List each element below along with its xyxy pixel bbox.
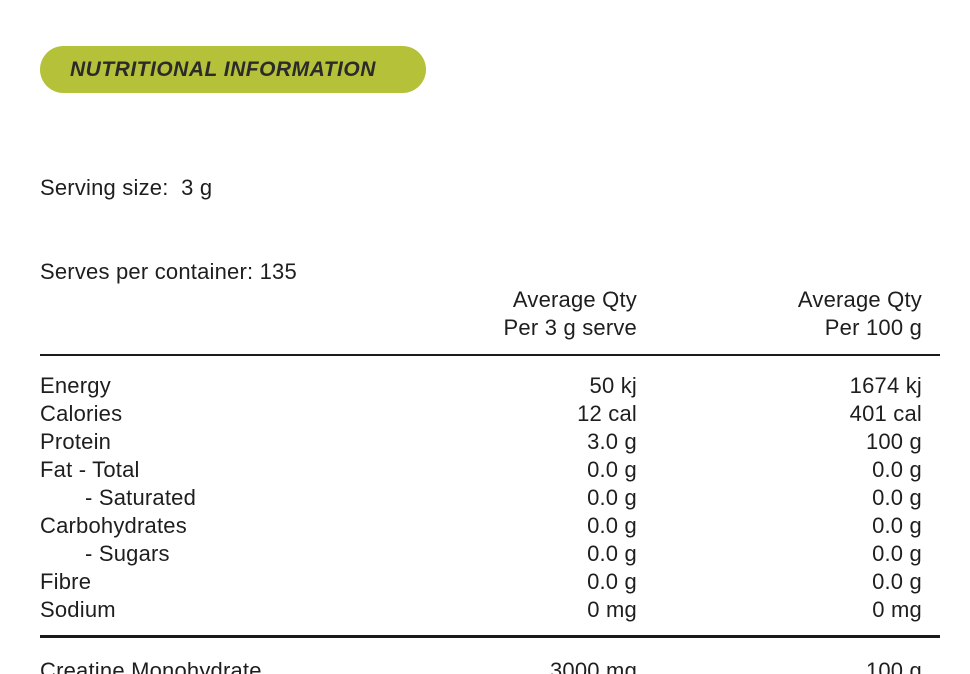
nutrient-per-serve: 0.0 g — [587, 569, 637, 594]
nutrient-per-serve: 0.0 g — [587, 485, 637, 510]
nutrient-per-serve: 0.0 g — [587, 541, 637, 566]
nutrient-label: Sodium — [40, 597, 116, 622]
table-row-fat-total: Fat - Total 0.0 g 0.0 g — [40, 456, 940, 484]
column-header-per-serve: Average Qty Per 3 g serve — [380, 286, 637, 342]
per-serve-header-line2: Per 3 g serve — [503, 315, 637, 340]
nutrient-per-100g: 100 g — [865, 429, 922, 454]
nutrient-per-serve: 50 kj — [589, 373, 637, 398]
table-row-carbohydrates: Carbohydrates 0.0 g 0.0 g — [40, 512, 940, 540]
serving-info: Serving size: 3 g Serves per container: … — [40, 118, 380, 342]
nutrient-label: Protein — [40, 429, 112, 454]
nutrient-per-serve: 12 cal — [577, 401, 637, 426]
table-row-fibre: Fibre 0.0 g 0.0 g — [40, 568, 940, 596]
nutrient-per-serve: 0.0 g — [587, 513, 637, 538]
nutrient-per-100g: 1674 kj — [849, 373, 922, 398]
table-row-calories: Calories 12 cal 401 cal — [40, 400, 940, 428]
nutrient-per-100g: 0 mg — [872, 597, 922, 622]
nutrient-per-100g: 0.0 g — [872, 569, 922, 594]
divider — [40, 635, 940, 638]
nutrient-per-100g: 401 cal — [849, 401, 922, 426]
table-row-protein: Protein 3.0 g 100 g — [40, 428, 940, 456]
nutrient-per-serve: 3.0 g — [587, 429, 637, 454]
divider — [40, 354, 940, 356]
nutrient-per-100g: 0.0 g — [872, 513, 922, 538]
column-header-per-100g: Average Qty Per 100 g — [637, 286, 940, 342]
nutrient-label: Calories — [40, 401, 123, 426]
nutrient-per-100g: 0.0 g — [872, 541, 922, 566]
nutrient-per-100g: 0.0 g — [872, 457, 922, 482]
nutrient-label: Energy — [40, 373, 111, 398]
nutrient-label: Fat - Total — [40, 457, 140, 482]
nutritional-information-badge: NUTRITIONAL INFORMATION — [40, 46, 426, 93]
active-ingredient-per-serve: 3000 mg — [549, 658, 637, 674]
nutrient-per-100g: 0.0 g — [872, 485, 922, 510]
serves-per-container-text: Serves per container: 135 — [40, 259, 297, 284]
nutrient-per-serve: 0.0 g — [587, 457, 637, 482]
nutrition-table: Serving size: 3 g Serves per container: … — [40, 118, 940, 674]
table-row-energy: Energy 50 kj 1674 kj — [40, 372, 940, 400]
table-header: Serving size: 3 g Serves per container: … — [40, 118, 940, 342]
nutrient-label: Fibre — [40, 569, 92, 594]
active-ingredient-per-100g: 100 g — [865, 658, 922, 674]
table-row-fat-saturated: - Saturated 0.0 g 0.0 g — [40, 484, 940, 512]
nutrient-rows: Energy 50 kj 1674 kj Calories 12 cal 401… — [40, 372, 940, 624]
badge-title: NUTRITIONAL INFORMATION — [70, 57, 376, 81]
active-ingredient-label: Creatine Monohydrate — [40, 658, 262, 674]
per-100g-header-line1: Average Qty — [797, 287, 922, 312]
serving-size-text: Serving size: 3 g — [40, 175, 213, 200]
per-100g-header-line2: Per 100 g — [824, 315, 922, 340]
nutrient-label: - Saturated — [85, 485, 197, 510]
nutrient-label: Carbohydrates — [40, 513, 187, 538]
nutrient-per-serve: 0 mg — [587, 597, 637, 622]
table-row-sodium: Sodium 0 mg 0 mg — [40, 596, 940, 624]
nutrient-label: - Sugars — [85, 541, 170, 566]
table-row-sugars: - Sugars 0.0 g 0.0 g — [40, 540, 940, 568]
per-serve-header-line1: Average Qty — [512, 287, 637, 312]
table-row-creatine-monohydrate: Creatine Monohydrate 3000 mg 100 g — [40, 656, 940, 674]
